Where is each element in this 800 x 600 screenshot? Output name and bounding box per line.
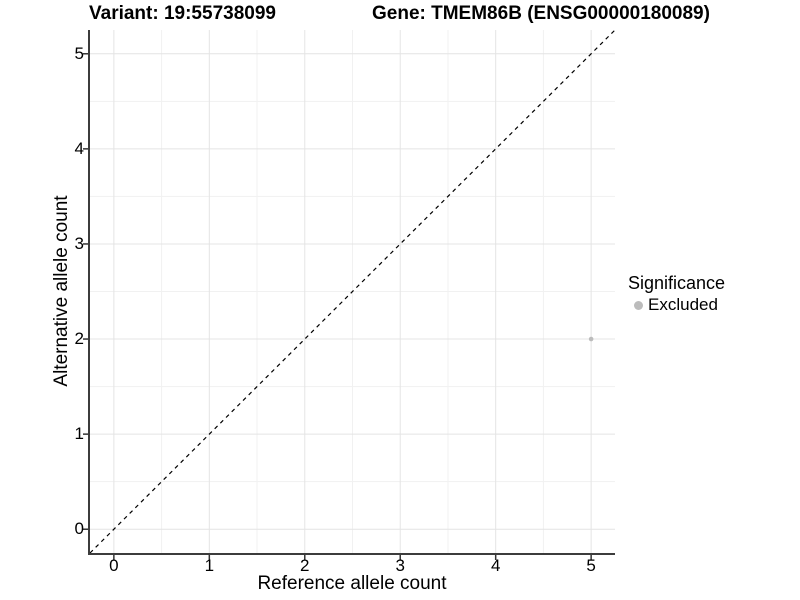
y-tick-label: 0 [74,519,84,539]
legend-item-label: Excluded [648,295,718,314]
x-tick-label: 1 [204,556,215,575]
legend: Significance Excluded [628,273,725,315]
y-tick-label: 1 [74,424,84,444]
x-tick-label: 0 [109,556,119,575]
x-tick-label: 5 [586,556,596,575]
legend-item-excluded: Excluded [628,295,725,315]
x-tick-label: 2 [300,556,310,575]
plot-title-gene: Gene: TMEM86B (ENSG00000180089) [372,3,710,24]
y-axis-title: Alternative allele count [51,195,72,387]
x-tick-label: 3 [395,556,405,575]
y-tick-label: 5 [74,43,84,63]
x-tick-label: 4 [490,556,501,575]
legend-point-icon [634,300,643,310]
x-axis-title: Reference allele count [257,573,447,594]
legend-title: Significance [628,273,726,293]
data-point-excluded [588,336,594,342]
y-tick-label: 2 [74,329,84,349]
y-tick-label: 4 [74,138,84,158]
y-tick-label: 3 [74,233,84,253]
plot-title-variant: Variant: 19:55738099 [89,3,276,24]
identity-dashed-line [89,29,616,554]
